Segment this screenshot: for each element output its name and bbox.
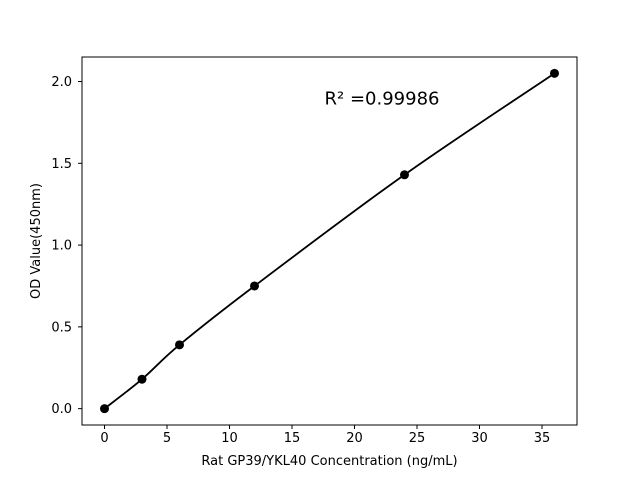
data-point-marker [137, 374, 147, 384]
data-series [100, 68, 559, 414]
y-tick-label: 2.0 [51, 75, 72, 90]
y-tick-label: 1.5 [51, 157, 72, 172]
x-tick-label: 30 [471, 431, 488, 446]
x-tick-label: 20 [346, 431, 363, 446]
plot-area-border [81, 56, 578, 426]
data-point-marker [100, 404, 109, 414]
x-tick-label: 25 [409, 431, 426, 446]
x-axis-label: Rat GP39/YKL40 Concentration (ng/mL) [201, 454, 457, 469]
x-axis-ticks: 0 5 10 15 20 25 30 35 [100, 425, 550, 446]
x-tick-label: 10 [221, 431, 238, 446]
x-tick-label: 0 [100, 431, 108, 446]
data-point-marker [250, 281, 259, 291]
x-tick-label: 15 [284, 431, 301, 446]
data-point-marker [400, 170, 409, 180]
data-point-marker [175, 340, 184, 350]
r-squared-annotation: R² =0.99986 [325, 88, 440, 109]
x-tick-label: 5 [163, 431, 171, 446]
data-point-marker [550, 68, 559, 78]
curve-line [103, 72, 556, 410]
y-axis-label: OD Value(450nm) [29, 183, 44, 299]
x-tick-label: 35 [534, 431, 551, 446]
axes-spines [81, 56, 578, 426]
y-tick-label: 1.0 [51, 239, 72, 254]
y-tick-label: 0.5 [51, 320, 72, 335]
y-tick-label: 0.0 [51, 402, 72, 417]
y-axis-ticks: 0.0 0.5 1.0 1.5 2.0 [51, 75, 82, 417]
